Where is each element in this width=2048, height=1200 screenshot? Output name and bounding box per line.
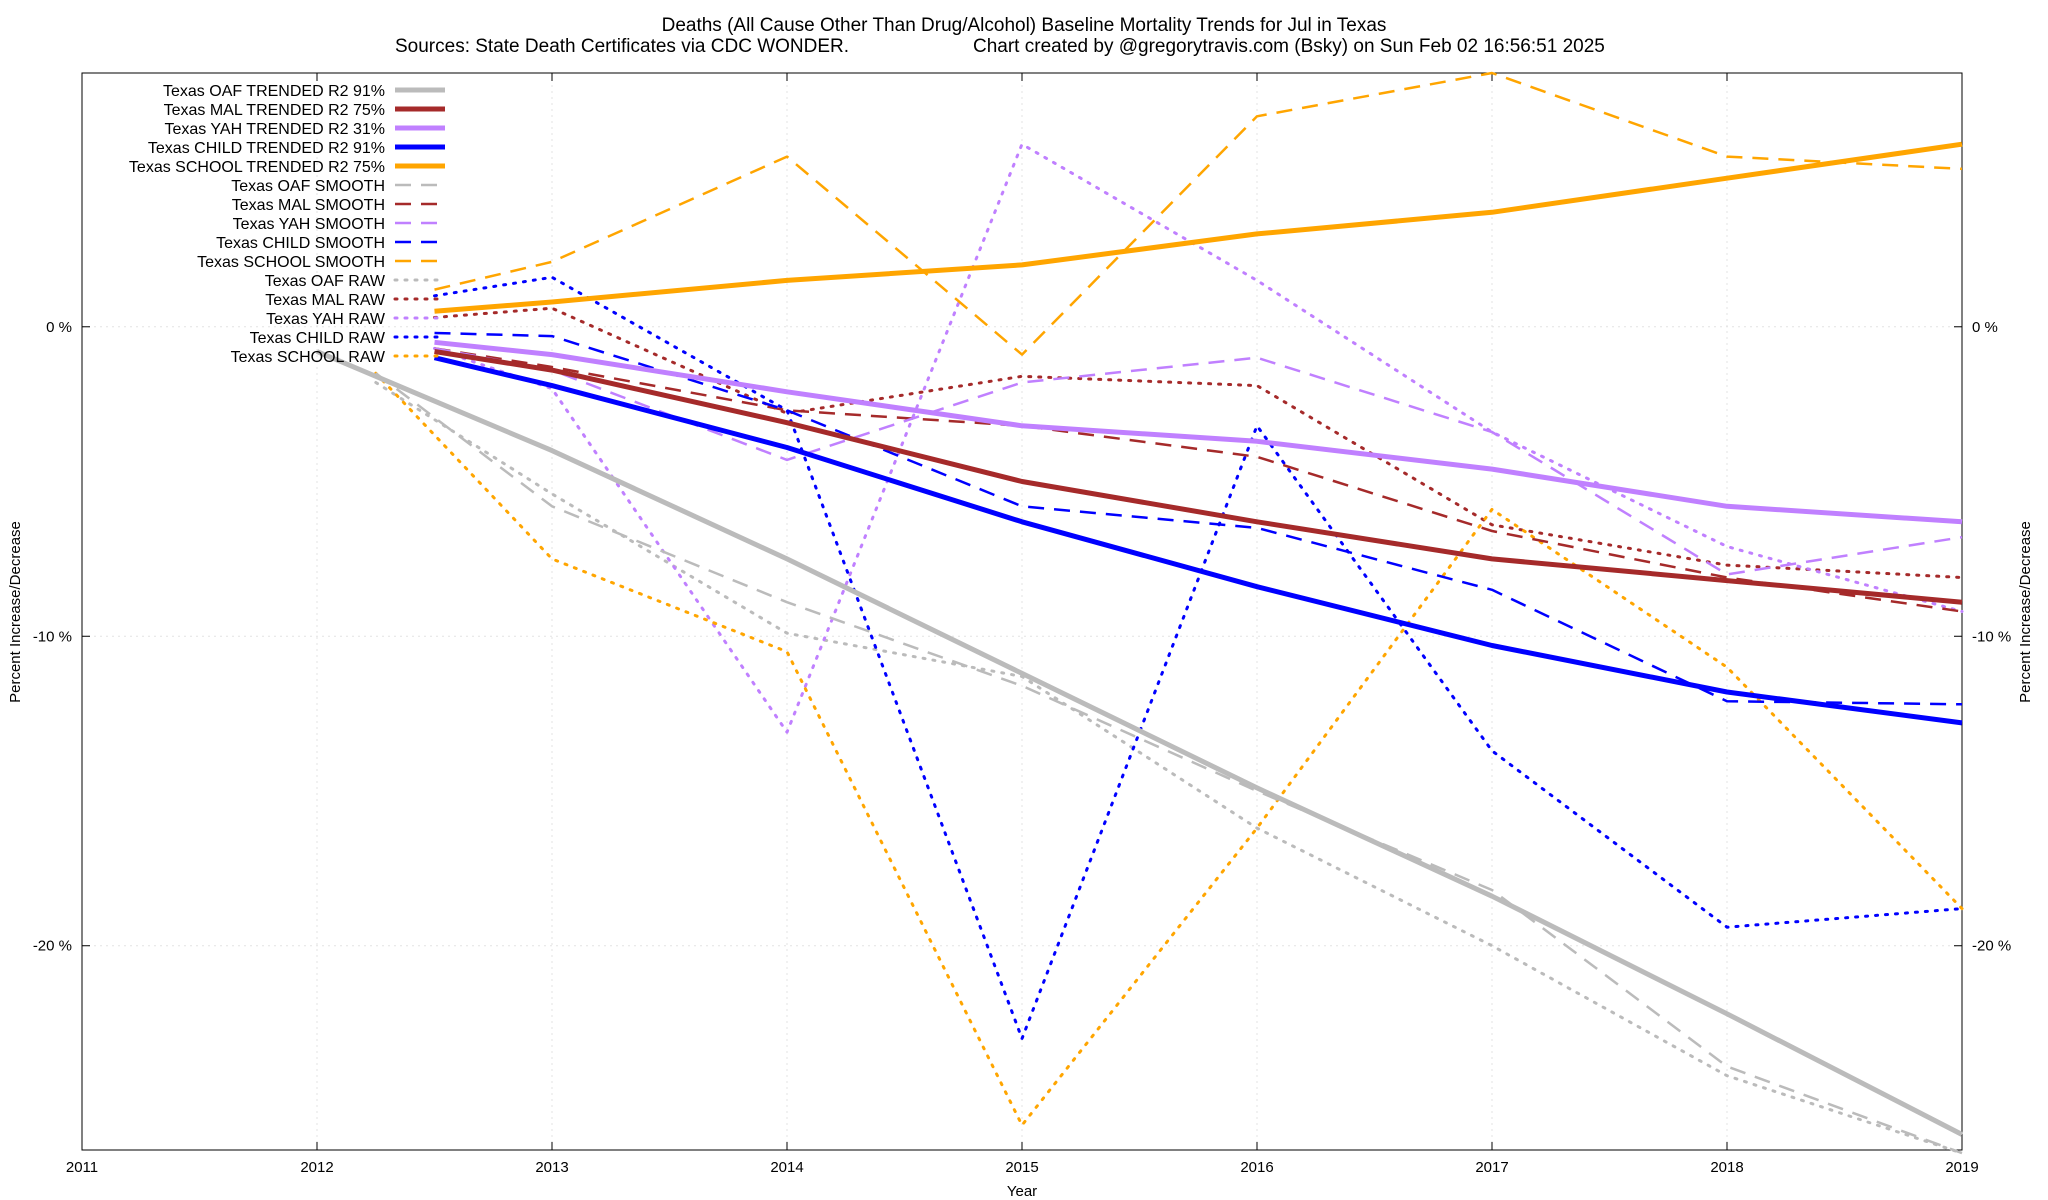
axis-ticks: 2011 2012 2013 2014 2015 2016 2017 2018 2019 0 % 0… — [33, 73, 2011, 1176]
series-line-mal-trend — [434, 349, 1963, 605]
series-line-school-trend — [434, 141, 1963, 314]
legend-label: Texas SCHOOL SMOOTH — [197, 254, 385, 271]
grid — [81, 73, 1963, 1150]
x-axis-label: Year — [1007, 1183, 1037, 1200]
y-tick-label-left: -20 % — [33, 938, 72, 955]
series-line-oaf-trend — [316, 349, 1964, 1137]
legend-label: Texas MAL RAW — [265, 292, 386, 309]
series-line-yah-trend — [434, 339, 1963, 525]
x-tick-label: 2011 — [66, 1159, 98, 1176]
y-tick-label-right: -10 % — [1972, 628, 2011, 645]
series-line-yah-raw — [433, 142, 1964, 734]
x-tick-label: 2012 — [300, 1159, 333, 1176]
legend-label: Texas YAH SMOOTH — [233, 216, 385, 233]
plot-lines — [316, 71, 1964, 1155]
legend: Texas OAF TRENDED R2 91% Texas MAL TRENDE… — [129, 83, 447, 366]
y-tick-label-right: -20 % — [1972, 938, 2011, 955]
legend-label: Texas CHILD SMOOTH — [216, 235, 385, 252]
series-line-school-smooth — [434, 71, 1963, 356]
legend-label: Texas OAF TRENDED R2 91% — [163, 83, 385, 100]
x-tick-label: 2019 — [1945, 1159, 1978, 1176]
legend-label: Texas CHILD RAW — [250, 330, 386, 347]
y-tick-label-right: 0 % — [1972, 319, 1998, 336]
y-tick-label-left: -10 % — [33, 628, 72, 645]
series-line-child-trend — [433, 355, 1963, 726]
legend-label: Texas SCHOOL RAW — [231, 349, 386, 366]
x-tick-label: 2017 — [1475, 1159, 1508, 1176]
x-tick-label: 2015 — [1005, 1159, 1038, 1176]
legend-label: Texas OAF SMOOTH — [231, 178, 385, 195]
x-tick-label: 2014 — [770, 1159, 803, 1176]
chart-subtitle-left: Sources: State Death Certificates via CD… — [395, 36, 849, 57]
series-line-child-smooth — [434, 331, 1963, 706]
y-axis-label-right: Percent Increase/Decrease — [2017, 521, 2034, 703]
series-line-yah-smooth — [434, 347, 1963, 576]
x-tick-label: 2016 — [1240, 1159, 1273, 1176]
legend-label: Texas YAH TRENDED R2 31% — [164, 121, 385, 138]
series-line-child-raw — [433, 275, 1964, 1041]
legend-label: Texas MAL SMOOTH — [232, 197, 385, 214]
x-tick-label: 2018 — [1710, 1159, 1743, 1176]
series-line-mal-smooth — [434, 347, 1963, 613]
series-line-oaf-raw — [374, 381, 1964, 1155]
y-axis-label-left: Percent Increase/Decrease — [7, 521, 24, 703]
y-tick-label-left: 0 % — [46, 319, 72, 336]
legend-label: Texas SCHOOL TRENDED R2 75% — [129, 159, 385, 176]
legend-label: Texas YAH RAW — [266, 311, 386, 328]
legend-label: Texas CHILD TRENDED R2 91% — [148, 140, 385, 157]
chart-title: Deaths (All Cause Other Than Drug/Alcoho… — [662, 15, 1387, 36]
legend-label: Texas OAF RAW — [265, 273, 386, 290]
chart-subtitle-right: Chart created by @gregorytravis.com (Bsk… — [973, 36, 1605, 57]
legend-label: Texas MAL TRENDED R2 75% — [164, 102, 385, 119]
series-line-mal-raw — [433, 306, 1964, 579]
x-tick-label: 2013 — [535, 1159, 568, 1176]
series-line-oaf-smooth — [375, 372, 1963, 1155]
